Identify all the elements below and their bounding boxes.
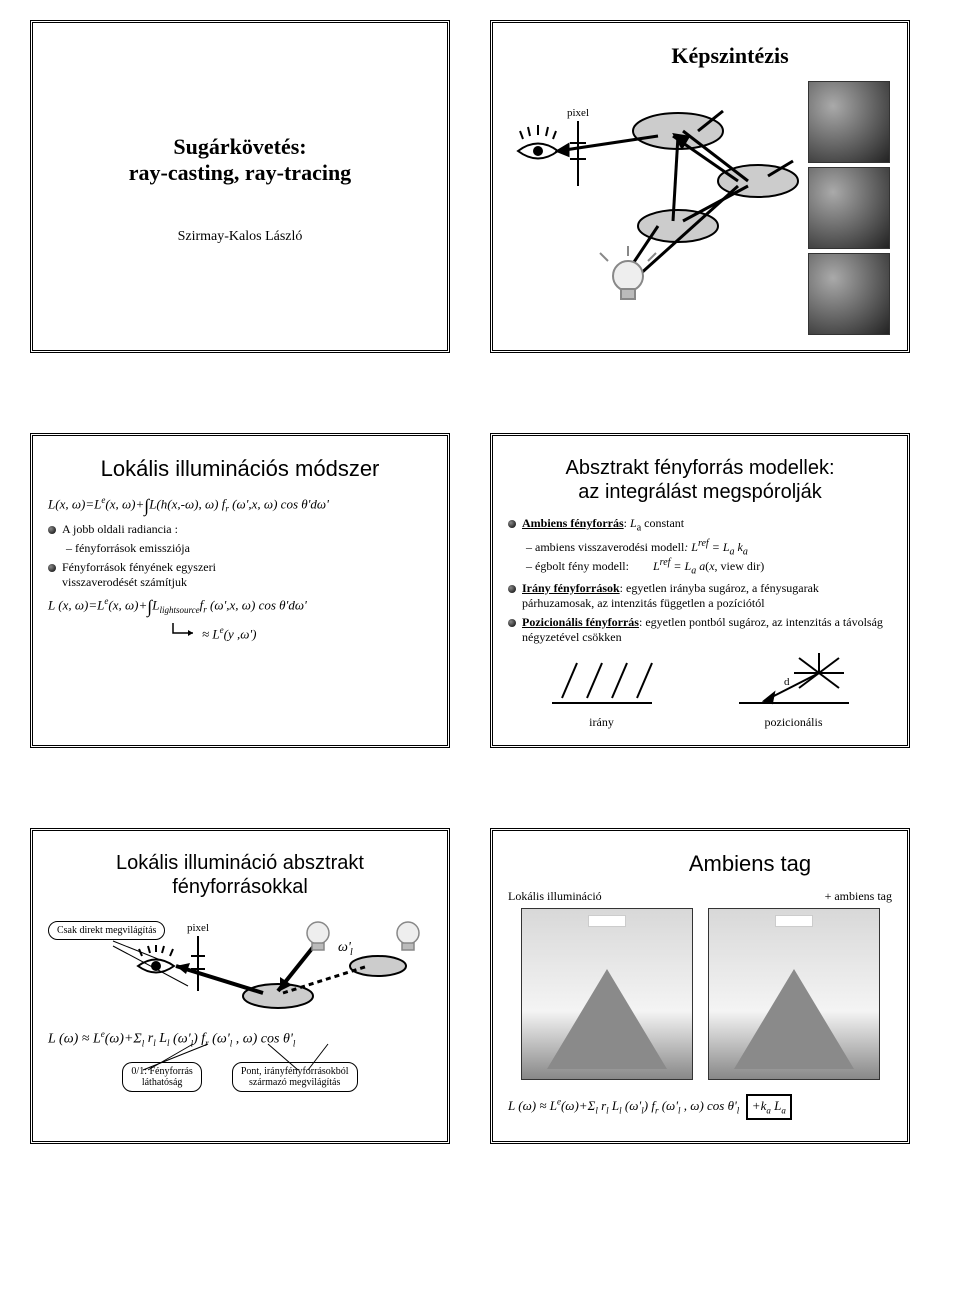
dir-label: irány <box>547 715 657 730</box>
slide4-b2: Irány fényforrások: egyetlen irányba sug… <box>508 581 892 611</box>
positional-light-diagram: d pozicionális <box>734 653 854 730</box>
slide2-title: Képszintézis <box>568 43 892 69</box>
slide-ambient-term: Ambiens tag Lokális illumináció + ambien… <box>490 828 910 1144</box>
render-thumbnails <box>808 81 892 335</box>
bullet-icon <box>48 564 56 572</box>
slide3-bullet1: A jobb oldali radiancia : <box>48 522 432 537</box>
bullet-icon <box>508 585 516 593</box>
svg-text:pixel: pixel <box>187 922 209 934</box>
slide-local-illum: Lokális illuminációs módszer L(x, ω)=Le(… <box>30 433 450 747</box>
slide-abstract-lights: Absztrakt fényforrás modellek: az integr… <box>490 433 910 747</box>
pixel-label: pixel <box>567 107 589 119</box>
slide3-sub1: fényforrások emissziója <box>66 541 432 556</box>
slide1-author: Szirmay-Kalos László <box>48 229 432 245</box>
bullet-icon <box>48 526 56 534</box>
d-label: d <box>784 676 790 688</box>
slide6-formula: L (ω) ≈ Le(ω)+Σl rl Ll (ω'l) fr (ω'l , ω… <box>508 1094 892 1120</box>
slide4-b1: Ambiens fényforrás: La constant <box>508 516 892 533</box>
slide4-diagrams: irány d p <box>508 653 892 730</box>
render-thumb-3 <box>808 253 890 335</box>
slide6-left-caption: Lokális illumináció <box>508 889 602 904</box>
svg-text:l: l <box>350 947 353 958</box>
slide-local-abstract: Lokális illumináció absztrakt fényforrás… <box>30 828 450 1144</box>
slide4-title: Absztrakt fényforrás modellek: az integr… <box>508 456 892 504</box>
slide1-title-line2: ray-casting, ray-tracing <box>129 160 351 185</box>
slide-row-1: Sugárkövetés: ray-casting, ray-tracing S… <box>30 20 930 353</box>
slide6-title: Ambiens tag <box>608 851 892 877</box>
slide4-b3: Pozicionális fényforrás: egyetlen pontbó… <box>508 615 892 645</box>
slide4-s2: égbolt fény modell: Lref = La a(x, view … <box>526 557 892 576</box>
raytracing-diagram: pixel <box>508 81 808 301</box>
render-local <box>521 908 693 1080</box>
slide6-right-caption: + ambiens tag <box>825 889 892 904</box>
slide5-diagram: Csak direkt megvilágítás pixel <box>48 911 432 1021</box>
ambient-box: +ka La <box>746 1094 792 1120</box>
slide3-bullet2: Fényforrások fényének egyszerivisszavero… <box>48 560 432 590</box>
render-thumb-2 <box>808 167 890 249</box>
render-thumb-1 <box>808 81 890 163</box>
slide-image-synthesis: Képszintézis pixel <box>490 20 910 353</box>
slide1-title: Sugárkövetés: ray-casting, ray-tracing <box>48 134 432 187</box>
slide1-title-line1: Sugárkövetés: <box>173 134 306 159</box>
slide5-title: Lokális illumináció absztrakt fényforrás… <box>48 851 432 899</box>
slide-title: Sugárkövetés: ray-casting, ray-tracing S… <box>30 20 450 353</box>
bullet-icon <box>508 619 516 627</box>
arrow-icon <box>168 623 198 643</box>
slide3-formula2: L (x, ω)=Le(x, ω)+∫Llightsourcefr (ω',x,… <box>48 596 432 617</box>
pos-label: pozicionális <box>734 715 854 730</box>
slide-row-2: Lokális illuminációs módszer L(x, ω)=Le(… <box>30 433 930 747</box>
render-ambient <box>708 908 880 1080</box>
slide3-formula1: L(x, ω)=Le(x, ω)+∫L(h(x,-ω), ω) fr (ω',x… <box>48 495 432 516</box>
slide6-renders <box>508 908 892 1080</box>
slide-row-3: Lokális illumináció absztrakt fényforrás… <box>30 828 930 1144</box>
slide3-title: Lokális illuminációs módszer <box>48 456 432 482</box>
slide3-approx: ≈ Le(y ,ω') <box>168 623 432 643</box>
slide5-callouts: 0/1: Fényforrásláthatóság Pont, irányfén… <box>48 1062 432 1092</box>
slide4-s1: ambiens visszaverodési modell: Lref = La… <box>526 538 892 557</box>
bullet-icon <box>508 520 516 528</box>
directional-light-diagram: irány <box>547 653 657 730</box>
